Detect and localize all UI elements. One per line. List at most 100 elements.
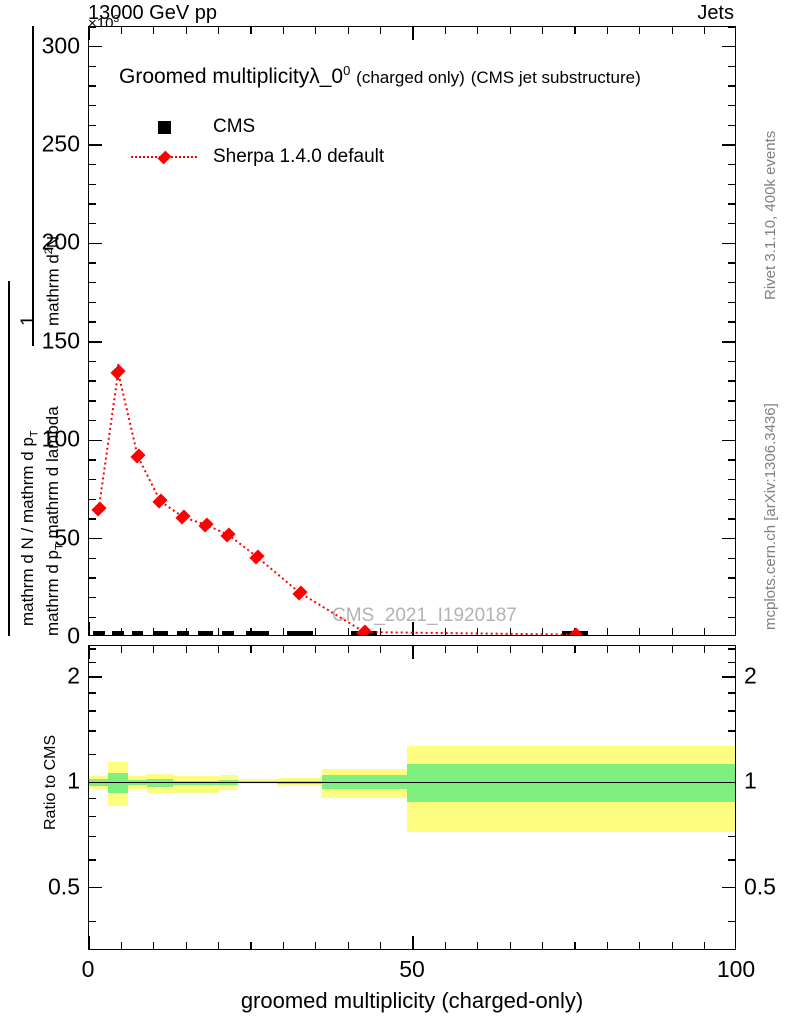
ytick-label-ratio: 2 <box>67 662 80 689</box>
xtick-ratio <box>217 942 220 949</box>
ytick-main-right <box>722 242 735 245</box>
legend-key-diamond <box>125 146 203 168</box>
ytick-main <box>89 518 96 520</box>
ytick-main <box>89 498 96 500</box>
xtick-ratio-top <box>574 646 576 653</box>
ytick-label-ratio-right: 0.5 <box>744 873 776 900</box>
xtick-ratio <box>412 936 414 949</box>
xtick-ratio <box>477 942 479 949</box>
y-scale-exponent: 3 <box>113 14 120 25</box>
ytick-main-right <box>728 498 735 500</box>
ytick-main-right <box>728 360 735 363</box>
xtick-main <box>703 628 706 635</box>
xtick-ratio <box>250 942 252 949</box>
ratio-plot-area <box>89 646 735 949</box>
generator-info-note: Rivet 3.1.10, 400k events <box>762 130 779 300</box>
xtick-ratio <box>444 942 447 949</box>
ytick-main <box>89 380 96 382</box>
ytick-main-right <box>728 105 735 107</box>
xtick-ratio-top <box>347 646 349 653</box>
legend: CMS Sherpa 1.4.0 default <box>125 112 384 172</box>
xtick-main <box>477 628 479 635</box>
ytick-main <box>89 459 96 461</box>
ytick-main-right <box>722 537 735 540</box>
xtick-main-top <box>444 27 447 34</box>
xtick-main-top <box>606 27 609 34</box>
xtick-ratio-top <box>379 646 382 653</box>
xtick-ratio-top <box>541 646 544 653</box>
cms-data-box <box>131 631 144 635</box>
ytick-ratio <box>89 692 96 694</box>
legend-key-square <box>125 116 203 138</box>
ytick-ratio-right <box>728 692 735 694</box>
ytick-ratio-right <box>728 730 735 732</box>
ytick-ratio <box>89 797 96 800</box>
ytick-ratio <box>89 648 96 650</box>
xtick-ratio <box>639 942 641 949</box>
plot-title-note1: (charged only) <box>356 68 465 87</box>
xaxis-title: groomed multiplicity (charged-only) <box>240 988 584 1013</box>
xtick-ratio-top <box>89 646 90 659</box>
ytick-main-right <box>728 557 735 559</box>
cms-data-box <box>177 631 189 635</box>
plot-title-main: Groomed multiplicity <box>119 65 310 88</box>
xtick-main-top <box>153 27 155 34</box>
ytick-main-right <box>728 400 735 402</box>
ytick-main <box>89 65 96 68</box>
xtick-ratio-top <box>185 646 187 653</box>
plot-title: Groomed multiplicityλ_00 (charged only) … <box>119 63 641 89</box>
yaxis-num: mathrm d <box>43 254 63 326</box>
ytick-main-right <box>728 478 735 481</box>
xtick-main-top <box>703 27 706 34</box>
xtick-ratio <box>703 942 706 949</box>
ytick-main <box>89 419 96 422</box>
cms-data-box <box>245 631 270 635</box>
legend-entry-cms: CMS <box>125 112 384 142</box>
xtick-ratio <box>509 942 511 949</box>
ratio-uncertainty-band-inner <box>147 779 174 787</box>
xtick-main-top <box>671 27 673 34</box>
diamond-marker-icon <box>157 150 171 164</box>
xtick-main-top <box>509 27 511 34</box>
xtick-ratio-top <box>509 646 511 653</box>
xtick-ratio-top <box>703 646 706 653</box>
ytick-ratio-right <box>728 710 735 712</box>
xtick-ratio-top <box>444 646 447 653</box>
ytick-label-ratio-right: 2 <box>744 662 757 689</box>
plot-title-symbol-sup: 0 <box>343 63 351 78</box>
ytick-main-right <box>728 596 735 599</box>
ytick-main-right <box>728 262 735 264</box>
xtick-main-top <box>315 27 317 34</box>
xtick-ratio <box>379 942 382 949</box>
ytick-ratio <box>89 815 96 817</box>
ytick-main <box>89 341 102 343</box>
ytick-main <box>89 183 96 186</box>
xtick-main-top <box>250 27 252 34</box>
ytick-main <box>89 164 96 166</box>
yaxis-title-lead: 1 <box>18 315 40 326</box>
xtick-ratio-top <box>217 646 220 653</box>
ytick-main <box>89 85 96 87</box>
ytick-ratio <box>89 730 96 732</box>
ytick-ratio-right <box>722 887 735 889</box>
ytick-ratio-right <box>728 921 735 923</box>
cms-data-box <box>286 631 313 635</box>
xtick-ratio-top <box>412 646 414 659</box>
ytick-main-right <box>728 577 735 579</box>
ytick-main-right <box>728 27 735 28</box>
yaxis-lead-one: 1 <box>18 315 39 326</box>
ratio-plot-panel <box>88 645 736 950</box>
ytick-label-ratio: 0.5 <box>48 873 80 900</box>
ytick-main-right <box>728 459 735 461</box>
xtick-ratio <box>89 936 90 949</box>
xtick-label: 0 <box>81 956 95 982</box>
ytick-ratio <box>89 676 102 678</box>
xtick-main-top <box>639 27 641 34</box>
ytick-main <box>89 360 96 363</box>
ytick-main <box>89 144 102 146</box>
ytick-main <box>89 537 102 540</box>
xtick-main-top <box>347 27 349 34</box>
ytick-main <box>89 478 96 481</box>
ytick-main <box>89 321 96 323</box>
xtick-main-top <box>217 27 220 34</box>
